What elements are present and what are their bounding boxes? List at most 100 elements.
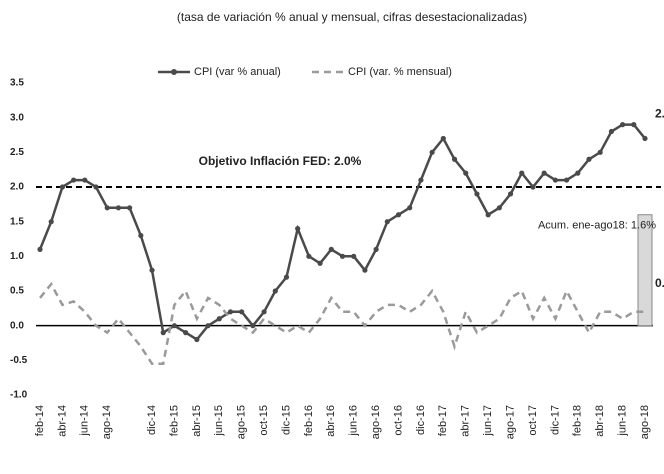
point — [59, 184, 66, 190]
point — [171, 323, 178, 329]
point — [530, 184, 536, 190]
point — [239, 309, 245, 315]
point — [373, 246, 379, 252]
x-tick-label: abr-15 — [191, 405, 203, 437]
point — [115, 205, 122, 211]
x-tick-label: jun-17 — [482, 405, 494, 437]
x-tick-label: dic-17 — [549, 405, 561, 435]
point — [597, 149, 603, 155]
point — [451, 156, 458, 162]
x-tick-label: oct-17 — [527, 405, 539, 436]
point — [351, 253, 357, 259]
point — [642, 135, 648, 142]
point — [127, 205, 133, 211]
y-tick-label: -1.0 — [10, 390, 28, 401]
accumulated-label: Acum. ene-ago18: 1.6% — [538, 220, 656, 232]
point — [429, 149, 435, 155]
point — [575, 170, 581, 176]
y-tick-label: 2.5 — [10, 147, 24, 158]
y-tick-label: 1.5 — [10, 216, 24, 227]
point — [37, 246, 43, 252]
point — [104, 205, 110, 211]
y-tick-label: 3.5 — [10, 78, 24, 89]
x-tick-label: abr-17 — [460, 405, 472, 437]
point — [384, 219, 390, 225]
point — [295, 226, 301, 232]
point — [541, 170, 547, 176]
x-tick-label: oct-15 — [258, 405, 270, 436]
point — [138, 232, 144, 239]
point — [194, 336, 200, 343]
point — [317, 260, 323, 266]
reference-label: Objetivo Inflación FED: 2.0% — [199, 154, 362, 168]
point — [328, 246, 334, 252]
point — [82, 177, 88, 183]
point — [418, 177, 424, 183]
point — [496, 205, 502, 211]
y-tick-label: -0.5 — [10, 355, 28, 366]
end-value-label: 0.2 — [655, 276, 664, 290]
point — [250, 323, 256, 329]
x-tick-label: feb-18 — [572, 405, 584, 436]
point — [407, 205, 413, 211]
point — [586, 156, 592, 162]
point — [48, 219, 54, 225]
point — [631, 122, 637, 128]
point — [261, 309, 267, 315]
point — [608, 128, 614, 135]
x-tick-label: dic-15 — [280, 405, 292, 435]
x-tick-label: jun-15 — [213, 405, 225, 437]
point — [485, 212, 491, 218]
x-tick-label: feb-15 — [168, 405, 180, 436]
x-tick-label: jun-14 — [79, 405, 91, 437]
x-tick-label: abr-16 — [325, 405, 337, 437]
point — [216, 316, 222, 322]
x-tick-label: oct-16 — [392, 405, 404, 436]
legend-marker — [171, 69, 177, 75]
point — [160, 330, 166, 336]
point — [183, 330, 189, 336]
x-tick-label: feb-14 — [34, 405, 46, 436]
point — [227, 309, 234, 315]
x-tick-label: ago-14 — [101, 405, 113, 439]
x-tick-label: dic-14 — [146, 405, 158, 435]
y-tick-label: 2.0 — [10, 182, 24, 193]
chart-title: (tasa de variación % anual y mensual, ci… — [177, 10, 527, 24]
point — [283, 274, 290, 280]
point — [619, 122, 626, 128]
x-tick-label: ago-17 — [504, 405, 516, 439]
x-tick-label: ago-18 — [639, 405, 651, 439]
point — [149, 267, 155, 273]
legend-label: CPI (var. % mensual) — [348, 66, 452, 78]
end-value-label: 2.7 — [655, 107, 664, 121]
point — [93, 184, 99, 190]
x-tick-label: jun-18 — [616, 405, 628, 437]
x-tick-label: feb-17 — [437, 405, 449, 436]
point — [474, 191, 480, 197]
point — [71, 177, 77, 183]
point — [440, 135, 446, 142]
y-tick-label: 3.0 — [10, 112, 24, 123]
point — [563, 177, 570, 183]
point — [463, 170, 469, 176]
y-tick-label: 0.0 — [10, 320, 24, 331]
accumulated-bar — [637, 214, 653, 327]
x-tick-label: ago-16 — [370, 405, 382, 439]
x-tick-label: abr-14 — [56, 405, 68, 437]
point — [272, 288, 278, 294]
y-tick-label: 0.5 — [10, 286, 24, 297]
legend-label: CPI (var % anual) — [194, 66, 281, 78]
point — [519, 170, 525, 176]
point — [552, 177, 558, 183]
x-tick-label: abr-18 — [594, 405, 606, 437]
y-tick-label: 1.0 — [10, 251, 24, 262]
series-line — [39, 281, 645, 366]
point — [395, 212, 402, 218]
point — [362, 267, 368, 273]
point — [339, 253, 346, 259]
point — [507, 191, 514, 197]
point — [205, 323, 211, 329]
x-tick-label: ago-15 — [236, 405, 248, 439]
x-tick-label: jun-16 — [348, 405, 360, 437]
